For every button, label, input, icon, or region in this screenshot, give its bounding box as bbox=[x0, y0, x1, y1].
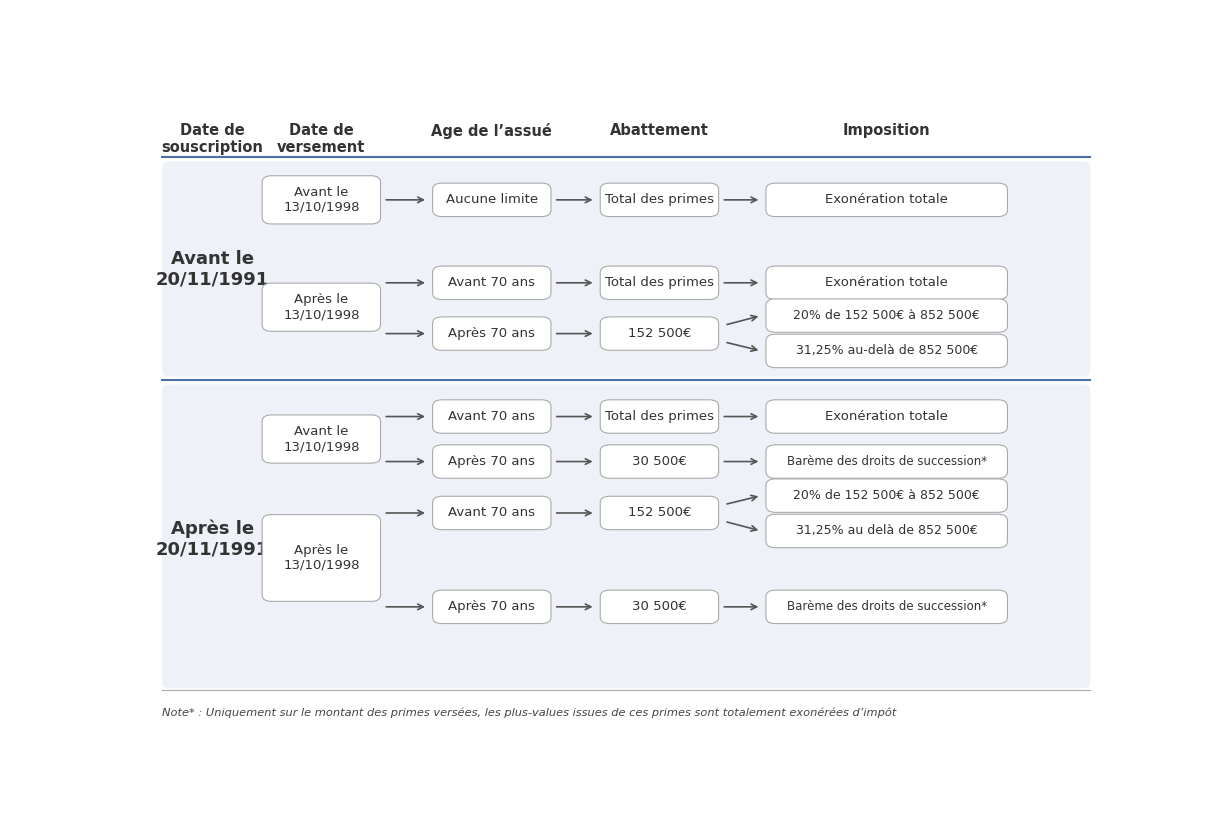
FancyBboxPatch shape bbox=[766, 400, 1007, 433]
FancyBboxPatch shape bbox=[433, 316, 551, 351]
Text: Aucune limite: Aucune limite bbox=[446, 194, 538, 206]
Text: 152 500€: 152 500€ bbox=[628, 507, 692, 519]
FancyBboxPatch shape bbox=[766, 266, 1007, 300]
FancyBboxPatch shape bbox=[433, 266, 551, 300]
Text: Après 70 ans: Après 70 ans bbox=[448, 327, 535, 340]
Text: Exonération totale: Exonération totale bbox=[825, 276, 948, 289]
Text: Avant 70 ans: Avant 70 ans bbox=[448, 507, 535, 519]
FancyBboxPatch shape bbox=[263, 283, 380, 331]
Text: Total des primes: Total des primes bbox=[605, 410, 714, 423]
Text: 30 500€: 30 500€ bbox=[632, 600, 687, 614]
Text: Après le
13/10/1998: Après le 13/10/1998 bbox=[284, 544, 359, 572]
Text: Age de l’assué: Age de l’assué bbox=[431, 123, 552, 139]
Text: Après le
20/11/1991: Après le 20/11/1991 bbox=[155, 519, 269, 559]
FancyBboxPatch shape bbox=[433, 496, 551, 529]
Text: Note* : Uniquement sur le montant des primes versées, les plus-values issues de : Note* : Uniquement sur le montant des pr… bbox=[163, 707, 897, 717]
FancyBboxPatch shape bbox=[263, 175, 380, 224]
Text: Barème des droits de succession*: Barème des droits de succession* bbox=[787, 455, 987, 468]
FancyBboxPatch shape bbox=[433, 590, 551, 624]
FancyBboxPatch shape bbox=[766, 299, 1007, 332]
FancyBboxPatch shape bbox=[600, 590, 719, 624]
Text: 31,25% au delà de 852 500€: 31,25% au delà de 852 500€ bbox=[796, 524, 978, 538]
Text: Total des primes: Total des primes bbox=[605, 194, 714, 206]
Text: Abattement: Abattement bbox=[610, 123, 709, 138]
Text: Avant le
13/10/1998: Avant le 13/10/1998 bbox=[284, 186, 359, 214]
Text: 152 500€: 152 500€ bbox=[628, 327, 692, 340]
Text: Imposition: Imposition bbox=[843, 123, 930, 138]
FancyBboxPatch shape bbox=[163, 384, 1090, 689]
FancyBboxPatch shape bbox=[163, 161, 1090, 377]
FancyBboxPatch shape bbox=[600, 445, 719, 478]
FancyBboxPatch shape bbox=[263, 415, 380, 463]
Text: Avant le
13/10/1998: Avant le 13/10/1998 bbox=[284, 425, 359, 453]
Text: 30 500€: 30 500€ bbox=[632, 455, 687, 468]
Text: Exonération totale: Exonération totale bbox=[825, 194, 948, 206]
FancyBboxPatch shape bbox=[766, 479, 1007, 513]
Text: Avant 70 ans: Avant 70 ans bbox=[448, 276, 535, 289]
FancyBboxPatch shape bbox=[766, 445, 1007, 478]
Text: 31,25% au-delà de 852 500€: 31,25% au-delà de 852 500€ bbox=[796, 345, 978, 357]
Text: 20% de 152 500€ à 852 500€: 20% de 152 500€ à 852 500€ bbox=[793, 489, 980, 502]
Text: Avant 70 ans: Avant 70 ans bbox=[448, 410, 535, 423]
FancyBboxPatch shape bbox=[600, 316, 719, 351]
Text: Date de
souscription: Date de souscription bbox=[161, 123, 264, 155]
Text: Exonération totale: Exonération totale bbox=[825, 410, 948, 423]
Text: Barème des droits de succession*: Barème des droits de succession* bbox=[787, 600, 987, 614]
FancyBboxPatch shape bbox=[433, 445, 551, 478]
FancyBboxPatch shape bbox=[766, 334, 1007, 367]
FancyBboxPatch shape bbox=[766, 514, 1007, 548]
Text: Après 70 ans: Après 70 ans bbox=[448, 600, 535, 614]
FancyBboxPatch shape bbox=[600, 496, 719, 529]
Text: Avant le
20/11/1991: Avant le 20/11/1991 bbox=[155, 250, 269, 289]
Text: Date de
versement: Date de versement bbox=[277, 123, 365, 155]
FancyBboxPatch shape bbox=[600, 266, 719, 300]
FancyBboxPatch shape bbox=[600, 400, 719, 433]
FancyBboxPatch shape bbox=[766, 183, 1007, 216]
Text: Total des primes: Total des primes bbox=[605, 276, 714, 289]
FancyBboxPatch shape bbox=[433, 400, 551, 433]
FancyBboxPatch shape bbox=[433, 183, 551, 216]
Text: Après le
13/10/1998: Après le 13/10/1998 bbox=[284, 293, 359, 321]
Text: 20% de 152 500€ à 852 500€: 20% de 152 500€ à 852 500€ bbox=[793, 309, 980, 322]
FancyBboxPatch shape bbox=[263, 514, 380, 601]
Text: Après 70 ans: Après 70 ans bbox=[448, 455, 535, 468]
FancyBboxPatch shape bbox=[600, 183, 719, 216]
FancyBboxPatch shape bbox=[766, 590, 1007, 624]
